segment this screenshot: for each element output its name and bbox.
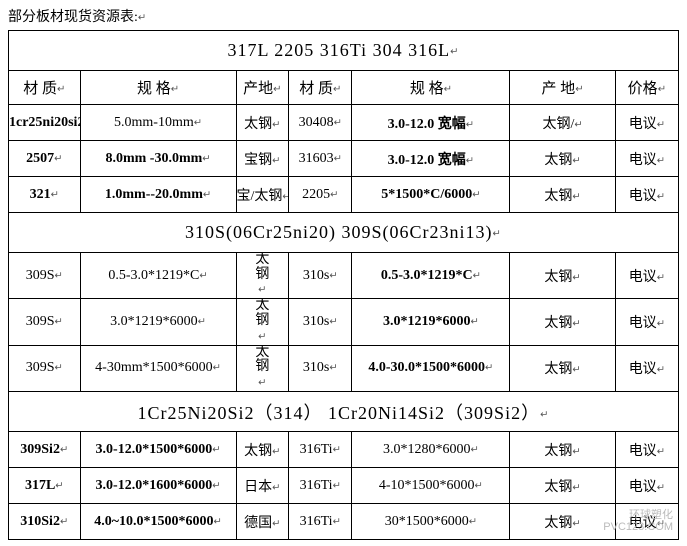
spec-left: 4.0~10.0*1500*6000↵ <box>80 504 236 540</box>
material-right: 310s↵ <box>289 253 352 299</box>
origin-right: 太钢↵ <box>510 299 615 345</box>
material-right: 30408↵ <box>289 105 352 141</box>
material-left: 310Si2↵ <box>9 504 81 540</box>
spec-right: 3.0-12.0 宽幅↵ <box>352 105 510 141</box>
origin-right: 太钢↵ <box>510 345 615 391</box>
material-right: 2205↵ <box>289 177 352 213</box>
column-header: 产地↵ <box>236 71 289 105</box>
column-header: 价格↵ <box>615 71 678 105</box>
material-left: 1cr25ni20si2↵ <box>9 105 81 141</box>
material-right: 316Ti↵ <box>289 432 352 468</box>
spec-right: 30*1500*6000↵ <box>352 504 510 540</box>
origin-right: 太钢↵ <box>510 253 615 299</box>
material-right: 316Ti↵ <box>289 468 352 504</box>
section-header: 1Cr25Ni20Si2（314） 1Cr20Ni14Si2（309Si2）↵ <box>9 392 679 432</box>
material-right: 316Ti↵ <box>289 504 352 540</box>
origin-left: 日本↵ <box>236 468 289 504</box>
table-row: 309S↵4-30mm*1500*6000↵太钢↵310s↵4.0-30.0*1… <box>9 345 679 391</box>
price: 电议↵ <box>615 141 678 177</box>
section-header: 310S(06Cr25ni20) 309S(06Cr23ni13)↵ <box>9 213 679 253</box>
origin-right: 太钢/↵ <box>510 105 615 141</box>
page-title: 部分板材现货资源表:↵ <box>8 6 679 26</box>
origin-left: 太钢↵ <box>236 345 289 391</box>
column-header: 材 质↵ <box>9 71 81 105</box>
spec-right: 3.0-12.0 宽幅↵ <box>352 141 510 177</box>
table-row: 310Si2↵4.0~10.0*1500*6000↵德国↵316Ti↵30*15… <box>9 504 679 540</box>
spec-left: 3.0-12.0*1600*6000↵ <box>80 468 236 504</box>
table-row: 321↵1.0mm--20.0mm↵宝/太钢↵2205↵5*1500*C/600… <box>9 177 679 213</box>
price: 电议↵ <box>615 432 678 468</box>
origin-left: 德国↵ <box>236 504 289 540</box>
column-header: 规 格↵ <box>352 71 510 105</box>
origin-right: 太钢↵ <box>510 468 615 504</box>
material-left: 309Si2↵ <box>9 432 81 468</box>
material-left: 317L↵ <box>9 468 81 504</box>
origin-left: 太钢↵ <box>236 253 289 299</box>
price: 电议↵ <box>615 253 678 299</box>
table-row: 309Si2↵3.0-12.0*1500*6000↵太钢↵316Ti↵3.0*1… <box>9 432 679 468</box>
origin-right: 太钢↵ <box>510 504 615 540</box>
spec-right: 0.5-3.0*1219*C↵ <box>352 253 510 299</box>
table-row: 1cr25ni20si2↵5.0mm-10mm↵太钢↵30408↵3.0-12.… <box>9 105 679 141</box>
price: 电议↵ <box>615 345 678 391</box>
origin-right: 太钢↵ <box>510 432 615 468</box>
resource-table: 317L 2205 316Ti 304 316L↵材 质↵规 格↵产地↵材 质↵… <box>8 30 679 540</box>
price: 电议↵ <box>615 299 678 345</box>
spec-right: 3.0*1219*6000↵ <box>352 299 510 345</box>
material-left: 309S↵ <box>9 253 81 299</box>
spec-left: 8.0mm -30.0mm↵ <box>80 141 236 177</box>
spec-left: 3.0*1219*6000↵ <box>80 299 236 345</box>
origin-left: 太钢↵ <box>236 299 289 345</box>
spec-left: 5.0mm-10mm↵ <box>80 105 236 141</box>
section-header: 317L 2205 316Ti 304 316L↵ <box>9 31 679 71</box>
price: 电议↵ <box>615 105 678 141</box>
material-right: 310s↵ <box>289 299 352 345</box>
origin-left: 宝钢↵ <box>236 141 289 177</box>
spec-left: 0.5-3.0*1219*C↵ <box>80 253 236 299</box>
spec-right: 3.0*1280*6000↵ <box>352 432 510 468</box>
material-left: 309S↵ <box>9 345 81 391</box>
origin-left: 太钢↵ <box>236 105 289 141</box>
table-row: 309S↵3.0*1219*6000↵太钢↵310s↵3.0*1219*6000… <box>9 299 679 345</box>
spec-left: 4-30mm*1500*6000↵ <box>80 345 236 391</box>
material-left: 321↵ <box>9 177 81 213</box>
column-header: 产 地↵ <box>510 71 615 105</box>
table-row: 309S↵0.5-3.0*1219*C↵太钢↵310s↵0.5-3.0*1219… <box>9 253 679 299</box>
price: 电议↵ <box>615 468 678 504</box>
material-right: 31603↵ <box>289 141 352 177</box>
spec-right: 4.0-30.0*1500*6000↵ <box>352 345 510 391</box>
table-row: 317L↵3.0-12.0*1600*6000↵日本↵316Ti↵4-10*15… <box>9 468 679 504</box>
column-header: 规 格↵ <box>80 71 236 105</box>
spec-right: 4-10*1500*6000↵ <box>352 468 510 504</box>
origin-left: 宝/太钢↵ <box>236 177 289 213</box>
spec-right: 5*1500*C/6000↵ <box>352 177 510 213</box>
spec-left: 1.0mm--20.0mm↵ <box>80 177 236 213</box>
origin-right: 太钢↵ <box>510 141 615 177</box>
origin-left: 太钢↵ <box>236 432 289 468</box>
material-left: 2507↵ <box>9 141 81 177</box>
spec-left: 3.0-12.0*1500*6000↵ <box>80 432 236 468</box>
material-right: 310s↵ <box>289 345 352 391</box>
column-header: 材 质↵ <box>289 71 352 105</box>
material-left: 309S↵ <box>9 299 81 345</box>
origin-right: 太钢↵ <box>510 177 615 213</box>
price: 电议↵ <box>615 504 678 540</box>
price: 电议↵ <box>615 177 678 213</box>
table-row: 2507↵8.0mm -30.0mm↵宝钢↵31603↵3.0-12.0 宽幅↵… <box>9 141 679 177</box>
